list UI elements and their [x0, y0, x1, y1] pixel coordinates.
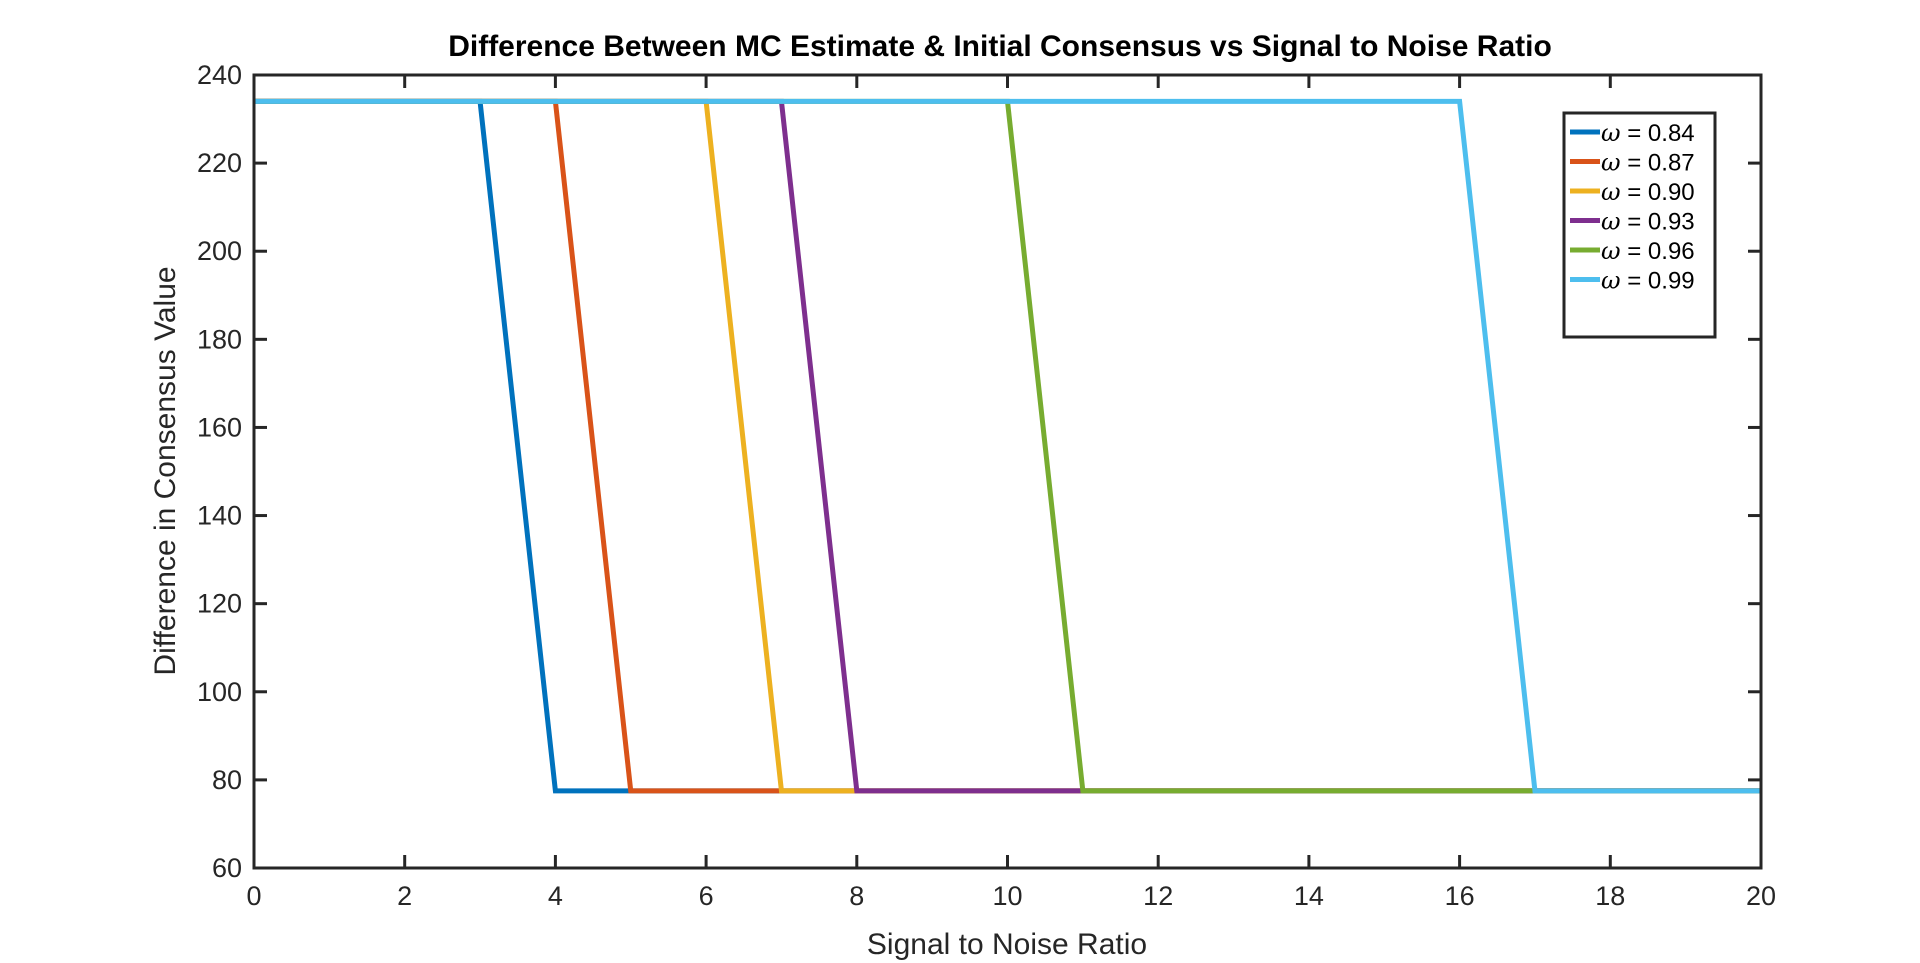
- y-tick-label: 120: [197, 589, 242, 619]
- y-tick-labels: 60 80 100 120 140 160 180 200 220 240: [197, 60, 242, 883]
- legend-box: [1562, 111, 1717, 339]
- legend-label: ω = 0.87: [1601, 149, 1695, 177]
- legend: ω = 0.84ω = 0.87ω = 0.90ω = 0.93ω = 0.96…: [1562, 111, 1717, 339]
- y-tick-label: 140: [197, 501, 242, 531]
- y-tick-label: 80: [212, 765, 242, 795]
- y-tick-label: 60: [212, 853, 242, 883]
- series-lines: [254, 98, 1761, 794]
- y-tick-label: 160: [197, 412, 242, 442]
- legend-label: ω = 0.96: [1601, 237, 1695, 265]
- x-tick-label: 2: [397, 881, 412, 911]
- y-tick-label: 220: [197, 148, 242, 178]
- plot-area: [254, 75, 1761, 868]
- x-tick-label: 4: [548, 881, 563, 911]
- x-tick-label: 8: [849, 881, 864, 911]
- y-tick-label: 180: [197, 324, 242, 354]
- x-axis-label: Signal to Noise Ratio: [867, 928, 1147, 961]
- x-tick-label: 14: [1294, 881, 1324, 911]
- y-tick-label: 200: [197, 236, 242, 266]
- x-tick-label: 12: [1143, 881, 1173, 911]
- x-tick-label: 10: [992, 881, 1022, 911]
- y-tick-label: 100: [197, 677, 242, 707]
- series-line-6: [254, 98, 1761, 794]
- y-tick-label: 240: [197, 60, 242, 90]
- legend-label: ω = 0.99: [1601, 267, 1695, 295]
- legend-label: ω = 0.93: [1601, 208, 1695, 236]
- legend-label: ω = 0.84: [1601, 119, 1695, 147]
- x-tick-label: 0: [246, 881, 261, 911]
- x-tick-label: 6: [699, 881, 714, 911]
- x-tick-label: 20: [1746, 881, 1776, 911]
- x-tick-labels: 0 2 4 6 8 10 12 14 16 18 20: [246, 881, 1776, 911]
- x-tick-label: 18: [1595, 881, 1625, 911]
- legend-label: ω = 0.90: [1601, 178, 1695, 206]
- plot-frame: [252, 73, 1763, 870]
- y-axis-label: Difference in Consensus Value: [149, 266, 182, 675]
- chart-title: Difference Between MC Estimate & Initial…: [448, 30, 1552, 63]
- x-tick-label: 16: [1445, 881, 1475, 911]
